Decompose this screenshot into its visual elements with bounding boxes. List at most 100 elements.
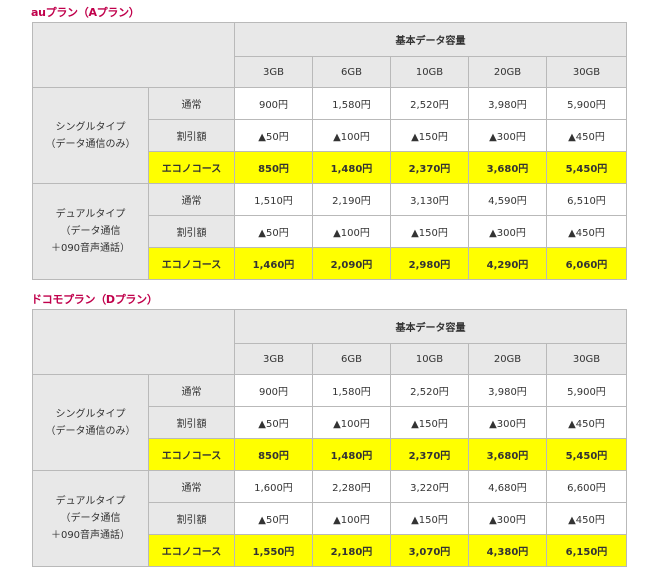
economy-price-cell: 2,090円 (312, 247, 391, 280)
category-line: （データ通信のみ） (45, 138, 136, 150)
price-cell: 6,600円 (546, 470, 627, 503)
category-line: （データ通信 (60, 513, 121, 524)
discount-cell: ▲150円 (390, 119, 469, 152)
discount-cell: ▲50円 (234, 406, 313, 439)
discount-cell: ▲100円 (312, 119, 391, 152)
economy-price-cell: 1,480円 (312, 438, 391, 471)
capacity-30gb: 30GB (546, 343, 627, 375)
discount-cell: ▲300円 (468, 119, 547, 152)
capacity-3gb: 3GB (234, 56, 313, 88)
price-cell: 1,580円 (312, 87, 391, 120)
discount-cell: ▲300円 (468, 215, 547, 248)
price-cell: 5,900円 (546, 87, 627, 120)
capacity-10gb: 10GB (390, 343, 469, 375)
economy-price-cell: 6,060円 (546, 247, 627, 280)
row-label-regular: 通常 (148, 374, 235, 407)
economy-price-cell: 1,480円 (312, 151, 391, 184)
row-label-discount: 割引額 (148, 406, 235, 439)
category-single: シングルタイプ （データ通信のみ） (32, 374, 149, 471)
discount-cell: ▲450円 (546, 502, 627, 535)
category-single: シングルタイプ （データ通信のみ） (32, 87, 149, 184)
row-label-discount: 割引額 (148, 119, 235, 152)
row-label-economy: エコノコース (148, 151, 235, 184)
category-dual: デュアルタイプ （データ通信 ＋090音声通話） (32, 470, 149, 567)
discount-cell: ▲300円 (468, 502, 547, 535)
economy-price-cell: 2,370円 (390, 151, 469, 184)
discount-cell: ▲450円 (546, 119, 627, 152)
price-cell: 1,510円 (234, 183, 313, 216)
row-label-discount: 割引額 (148, 502, 235, 535)
price-cell: 3,220円 (390, 470, 469, 503)
economy-price-cell: 850円 (234, 438, 313, 471)
capacity-20gb: 20GB (468, 343, 547, 375)
economy-price-cell: 4,290円 (468, 247, 547, 280)
economy-price-cell: 3,680円 (468, 438, 547, 471)
capacity-6gb: 6GB (312, 56, 391, 88)
category-line: （データ通信 (60, 226, 121, 237)
economy-price-cell: 5,450円 (546, 151, 627, 184)
price-cell: 900円 (234, 374, 313, 407)
price-cell: 4,590円 (468, 183, 547, 216)
economy-price-cell: 2,980円 (390, 247, 469, 280)
category-line: シングルタイプ (55, 121, 126, 133)
discount-cell: ▲150円 (390, 215, 469, 248)
discount-cell: ▲450円 (546, 406, 627, 439)
discount-cell: ▲300円 (468, 406, 547, 439)
economy-price-cell: 6,150円 (546, 534, 627, 567)
economy-price-cell: 1,550円 (234, 534, 313, 567)
economy-price-cell: 2,180円 (312, 534, 391, 567)
row-label-economy: エコノコース (148, 247, 235, 280)
economy-price-cell: 4,380円 (468, 534, 547, 567)
discount-cell: ▲100円 (312, 215, 391, 248)
discount-cell: ▲100円 (312, 502, 391, 535)
category-line: シングルタイプ (55, 408, 126, 420)
section-title-docomo: ドコモプラン（Dプラン） (31, 293, 158, 306)
economy-price-cell: 5,450円 (546, 438, 627, 471)
category-line: ＋090音声通話） (50, 530, 131, 541)
economy-price-cell: 850円 (234, 151, 313, 184)
price-cell: 6,510円 (546, 183, 627, 216)
category-line: デュアルタイプ (55, 496, 126, 507)
price-cell: 4,680円 (468, 470, 547, 503)
row-label-discount: 割引額 (148, 215, 235, 248)
price-cell: 900円 (234, 87, 313, 120)
discount-cell: ▲50円 (234, 215, 313, 248)
price-cell: 1,600円 (234, 470, 313, 503)
capacity-header: 基本データ容量 (234, 22, 627, 57)
price-cell: 2,280円 (312, 470, 391, 503)
price-cell: 5,900円 (546, 374, 627, 407)
discount-cell: ▲50円 (234, 119, 313, 152)
row-label-economy: エコノコース (148, 438, 235, 471)
price-cell: 1,580円 (312, 374, 391, 407)
economy-price-cell: 3,680円 (468, 151, 547, 184)
discount-cell: ▲150円 (390, 406, 469, 439)
discount-cell: ▲150円 (390, 502, 469, 535)
pricing-table-docomo: 基本データ容量 3GB 6GB 10GB 20GB 30GB シングルタイプ （… (32, 309, 627, 567)
category-line: デュアルタイプ (55, 209, 126, 220)
row-label-regular: 通常 (148, 470, 235, 503)
economy-price-cell: 2,370円 (390, 438, 469, 471)
pricing-table-au: 基本データ容量 3GB 6GB 10GB 20GB 30GB シングルタイプ （… (32, 22, 627, 280)
capacity-header: 基本データ容量 (234, 309, 627, 344)
price-cell: 3,980円 (468, 374, 547, 407)
row-label-regular: 通常 (148, 183, 235, 216)
table-corner (32, 22, 235, 88)
discount-cell: ▲50円 (234, 502, 313, 535)
capacity-6gb: 6GB (312, 343, 391, 375)
discount-cell: ▲100円 (312, 406, 391, 439)
economy-price-cell: 3,070円 (390, 534, 469, 567)
category-dual: デュアルタイプ （データ通信 ＋090音声通話） (32, 183, 149, 280)
category-line: （データ通信のみ） (45, 425, 136, 437)
capacity-20gb: 20GB (468, 56, 547, 88)
category-line: ＋090音声通話） (50, 243, 131, 254)
price-cell: 2,190円 (312, 183, 391, 216)
price-cell: 3,980円 (468, 87, 547, 120)
economy-price-cell: 1,460円 (234, 247, 313, 280)
capacity-10gb: 10GB (390, 56, 469, 88)
price-cell: 2,520円 (390, 87, 469, 120)
price-cell: 3,130円 (390, 183, 469, 216)
discount-cell: ▲450円 (546, 215, 627, 248)
section-title-au: auプラン（Aプラン） (31, 6, 140, 19)
table-corner (32, 309, 235, 375)
row-label-regular: 通常 (148, 87, 235, 120)
